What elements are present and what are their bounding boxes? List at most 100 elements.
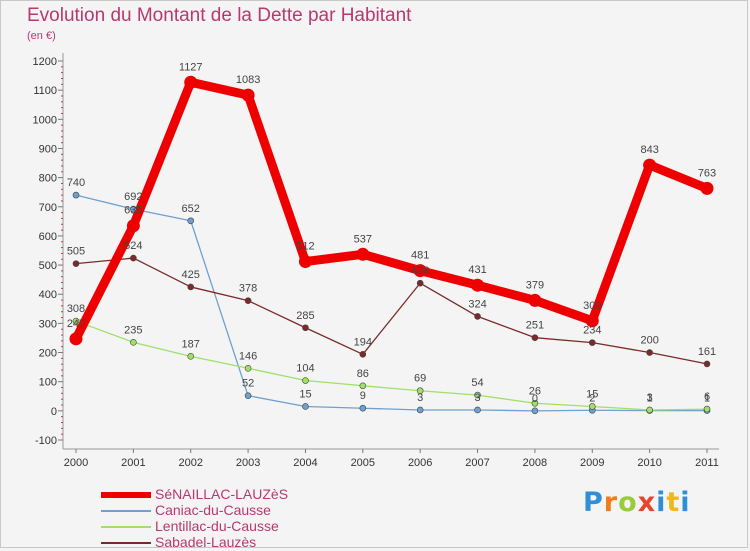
data-point (241, 88, 255, 102)
x-tick-label: 2005 (351, 457, 375, 469)
data-label: 161 (698, 346, 716, 358)
data-label: 843 (640, 144, 658, 156)
series-lines (71, 77, 709, 412)
data-point (531, 334, 539, 341)
x-tick-label: 2003 (236, 457, 260, 469)
y-tick-label: 900 (39, 143, 57, 155)
data-point (302, 403, 309, 410)
data-label: 247 (67, 318, 85, 330)
y-tick-label: 300 (39, 318, 57, 330)
series-line-1 (75, 194, 707, 412)
data-point (416, 387, 424, 395)
data-point (187, 283, 195, 291)
data-point (413, 264, 427, 278)
data-point (359, 404, 367, 412)
data-label: 763 (698, 167, 716, 179)
data-point (588, 339, 596, 346)
x-tick-label: 2010 (637, 457, 661, 469)
data-label: 251 (526, 320, 544, 332)
data-label: 505 (67, 246, 85, 258)
data-point (187, 217, 195, 225)
data-point (588, 403, 596, 410)
x-tick-label: 2009 (580, 457, 604, 469)
legend-swatch-lentillac (101, 526, 151, 528)
legend-swatch-caniac (101, 510, 151, 512)
data-label: 26 (529, 385, 541, 397)
data-label: 324 (468, 298, 486, 310)
x-tick-label: 2011 (695, 457, 719, 469)
data-point (69, 332, 83, 346)
data-label: 52 (242, 378, 254, 390)
y-tick-label: 100 (39, 377, 57, 389)
data-label: 537 (354, 233, 372, 245)
series-points (69, 75, 714, 415)
data-label: 6 (704, 391, 710, 403)
data-point (302, 324, 309, 332)
data-point (471, 278, 485, 292)
legend-swatch-senaillac (101, 492, 151, 498)
data-label: 2 (589, 392, 595, 404)
data-point (130, 205, 137, 213)
data-point (302, 377, 309, 384)
x-tick-label: 2001 (121, 457, 145, 469)
data-point (359, 382, 367, 390)
data-point (130, 254, 137, 262)
data-label: 234 (583, 325, 601, 337)
data-point (356, 247, 370, 261)
data-point (416, 406, 424, 414)
data-label: 692 (124, 191, 142, 203)
x-tick-label: 2007 (465, 457, 489, 469)
y-tick-label: 1100 (33, 85, 57, 97)
data-point (298, 255, 312, 269)
legend-label-caniac: Caniac-du-Causse (155, 502, 271, 518)
data-label: 86 (357, 368, 369, 380)
data-label: 431 (468, 264, 486, 276)
data-label: 1 (704, 393, 710, 405)
data-label: 3 (647, 392, 653, 404)
data-label: 1083 (236, 74, 260, 86)
data-point (474, 406, 481, 414)
data-label: 524 (124, 240, 142, 252)
data-point (700, 181, 714, 195)
legend-label-sabadel: Sabadel-Lauzès (155, 534, 257, 550)
data-label: 438 (411, 265, 429, 277)
data-point (474, 313, 481, 320)
data-label: 1 (647, 393, 653, 405)
x-tick-label: 2004 (293, 457, 317, 469)
data-label: 0 (532, 393, 538, 405)
data-label: 194 (354, 336, 372, 348)
data-point (703, 405, 711, 413)
data-point (646, 406, 653, 414)
chart-title: Evolution du Montant de la Dette par Hab… (27, 5, 412, 26)
x-tick-label: 2008 (523, 457, 547, 469)
data-label: 285 (296, 310, 314, 322)
data-point (244, 392, 252, 399)
x-tick-label: 2002 (178, 457, 202, 469)
data-label: 425 (182, 269, 200, 281)
data-label: 3 (474, 392, 480, 404)
data-label: 15 (299, 388, 311, 400)
data-point (643, 158, 657, 172)
y-tick-label: 700 (39, 202, 57, 214)
data-point (531, 399, 539, 407)
x-tick-label: 2006 (408, 457, 432, 469)
data-point (187, 353, 195, 360)
chart-subtitle: (en €) (27, 30, 56, 42)
data-label: 652 (182, 203, 200, 215)
data-point (130, 339, 137, 346)
data-point (703, 360, 711, 368)
y-tick-label: 200 (39, 348, 57, 360)
data-point (184, 75, 198, 89)
series-line-0 (71, 77, 709, 341)
data-label: 54 (471, 377, 483, 389)
y-tick-label: 0 (51, 406, 57, 418)
axes: -100 0 100 200 300 400 500 600 700 800 900 1000 1100… (33, 53, 719, 469)
y-tick-label: 1200 (33, 56, 57, 68)
data-point (244, 297, 252, 304)
data-label: 378 (239, 283, 257, 295)
data-point (244, 364, 252, 372)
legend-label-lentillac: Lentillac-du-Causse (155, 518, 279, 534)
data-point (531, 407, 539, 415)
